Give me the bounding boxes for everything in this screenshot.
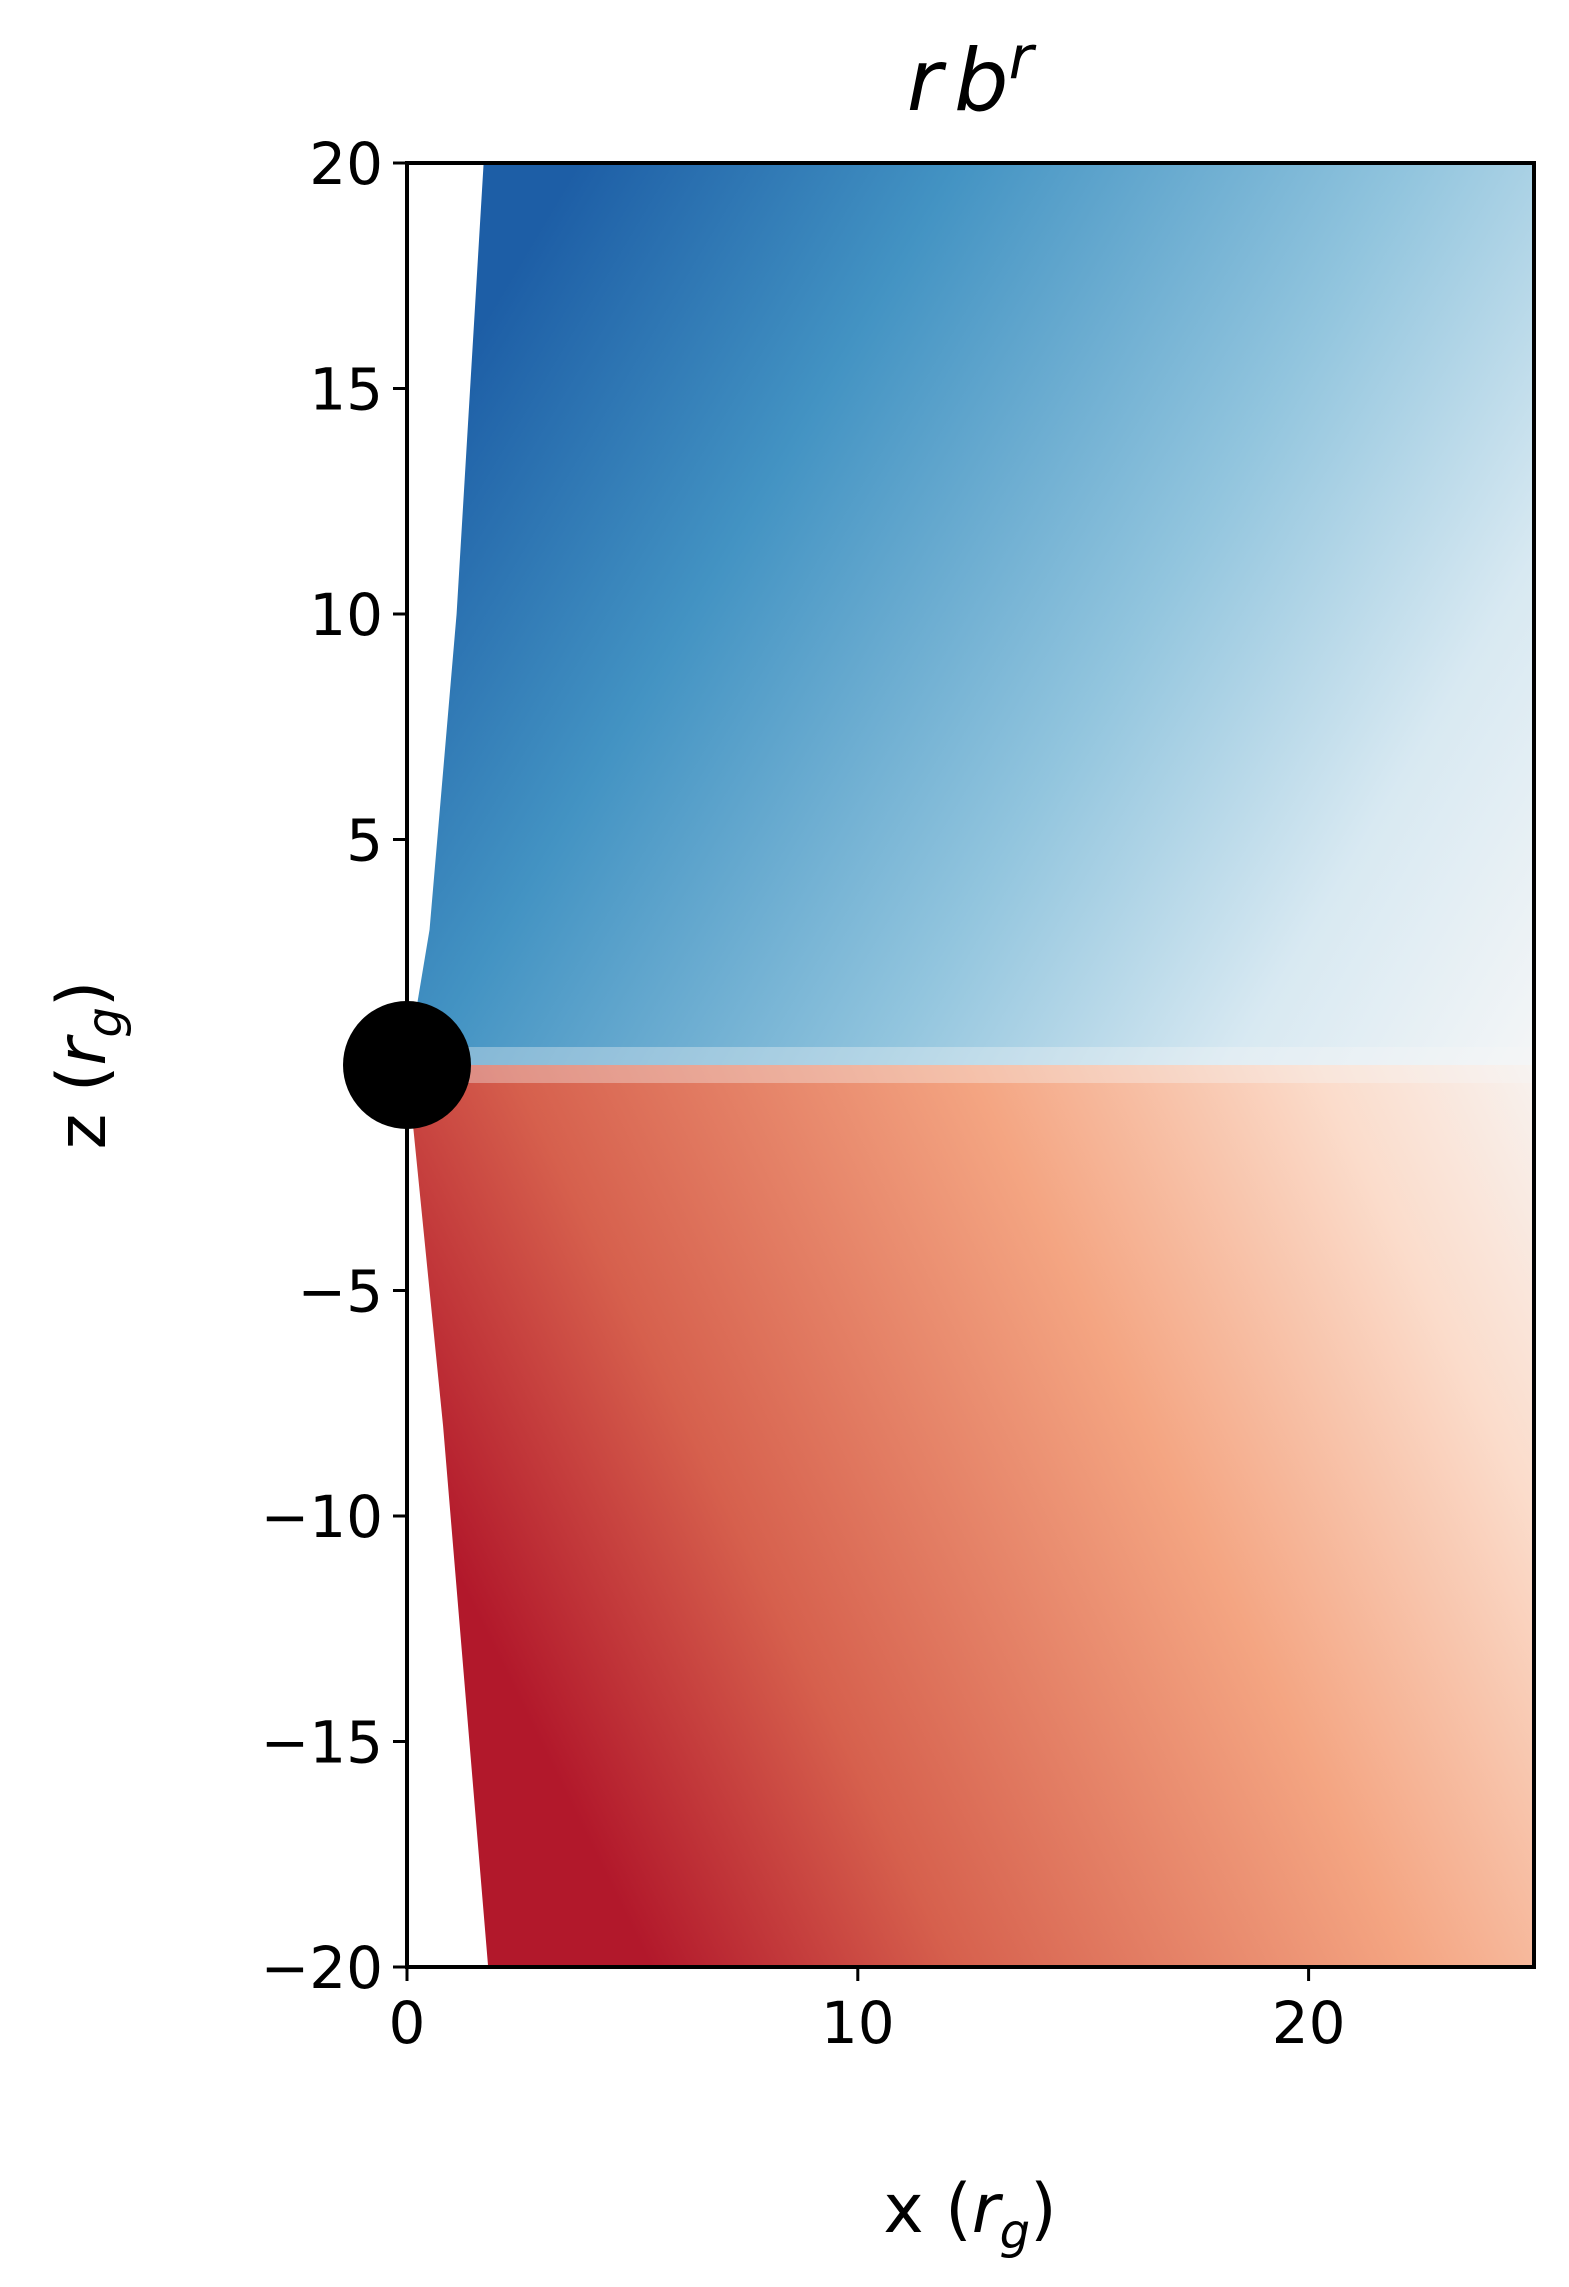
y-tick-label: −20: [261, 1934, 383, 2002]
title-part: r: [907, 31, 947, 131]
label-part: ): [1030, 2170, 1057, 2249]
y-tick-label: −10: [261, 1483, 383, 1551]
label-part: r: [43, 1034, 122, 1066]
x-axis-label: x (rg): [883, 2170, 1056, 2260]
y-tick-label: −5: [298, 1258, 384, 1326]
y-tick-label: 10: [309, 581, 383, 649]
negative-region: [407, 163, 1534, 1065]
title-part: b: [954, 31, 1009, 131]
y-axis-label: z (rg): [43, 981, 133, 1150]
x-tick-label: 10: [821, 1989, 895, 2057]
label-part: g: [1000, 2204, 1030, 2260]
label-part: g: [77, 1007, 133, 1037]
title-part: r: [1009, 23, 1037, 93]
y-tick-label: 15: [309, 356, 383, 424]
positive-region: [407, 1065, 1534, 1967]
chart-title: r br: [907, 23, 1037, 131]
label-part: x (: [883, 2170, 971, 2249]
x-tick-label: 20: [1272, 1989, 1346, 2057]
y-tick-label: 20: [309, 130, 383, 198]
y-tick-label: 0: [346, 1032, 383, 1100]
label-part: r: [972, 2170, 1004, 2249]
y-tick-label: 5: [346, 807, 383, 875]
equator-band: [407, 1047, 1534, 1083]
y-tick-label: −15: [261, 1709, 383, 1777]
label-part: z (: [43, 1066, 122, 1150]
axes: 0 10 20 −20 −15 −10 −5 0 5 10 15 20: [261, 130, 1536, 2057]
label-part: ): [43, 981, 122, 1008]
field: [343, 163, 1534, 1967]
x-tick-label: 0: [389, 1989, 426, 2057]
